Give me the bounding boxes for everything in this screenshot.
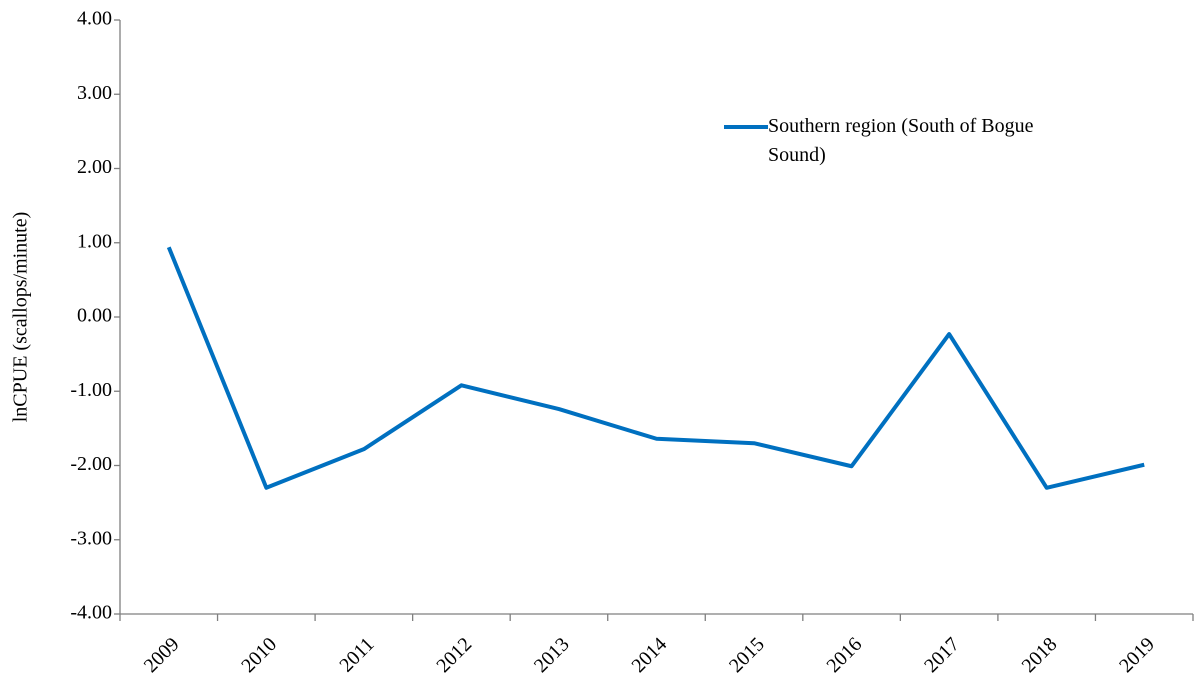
y-tick-label: -2.00 <box>70 453 112 475</box>
x-tick-label: 2009 <box>140 633 184 677</box>
y-axis-label: lnCPUE (scallops/minute) <box>10 212 32 423</box>
series-line <box>166 246 1145 490</box>
x-tick-label: 2011 <box>335 633 378 676</box>
x-tick-label: 2015 <box>725 633 769 677</box>
x-tick-label: 2012 <box>432 633 476 677</box>
y-tick-label: -1.00 <box>70 379 112 401</box>
x-tick-label: 2018 <box>1018 633 1062 677</box>
x-tick-label: 2019 <box>1115 633 1159 677</box>
legend-label: Southern region (South of Bogue Sound) <box>768 115 1034 166</box>
x-tick-label: 2017 <box>920 633 964 677</box>
y-tick-label: -3.00 <box>70 527 112 549</box>
y-tick-label: 1.00 <box>77 230 112 252</box>
y-tick-label: 3.00 <box>77 82 112 104</box>
y-tick-label: -4.00 <box>70 602 112 624</box>
legend-entry: Southern region (South of Bogue Sound) <box>768 115 1034 166</box>
y-tick-label: 2.00 <box>77 156 112 178</box>
x-tick-label: 2013 <box>530 633 574 677</box>
x-tick-label: 2014 <box>627 633 671 677</box>
x-tick-label: 2016 <box>823 633 867 677</box>
x-tick-label: 2010 <box>237 633 281 677</box>
y-tick-label: 0.00 <box>77 305 112 327</box>
y-tick-label: 4.00 <box>77 8 112 30</box>
